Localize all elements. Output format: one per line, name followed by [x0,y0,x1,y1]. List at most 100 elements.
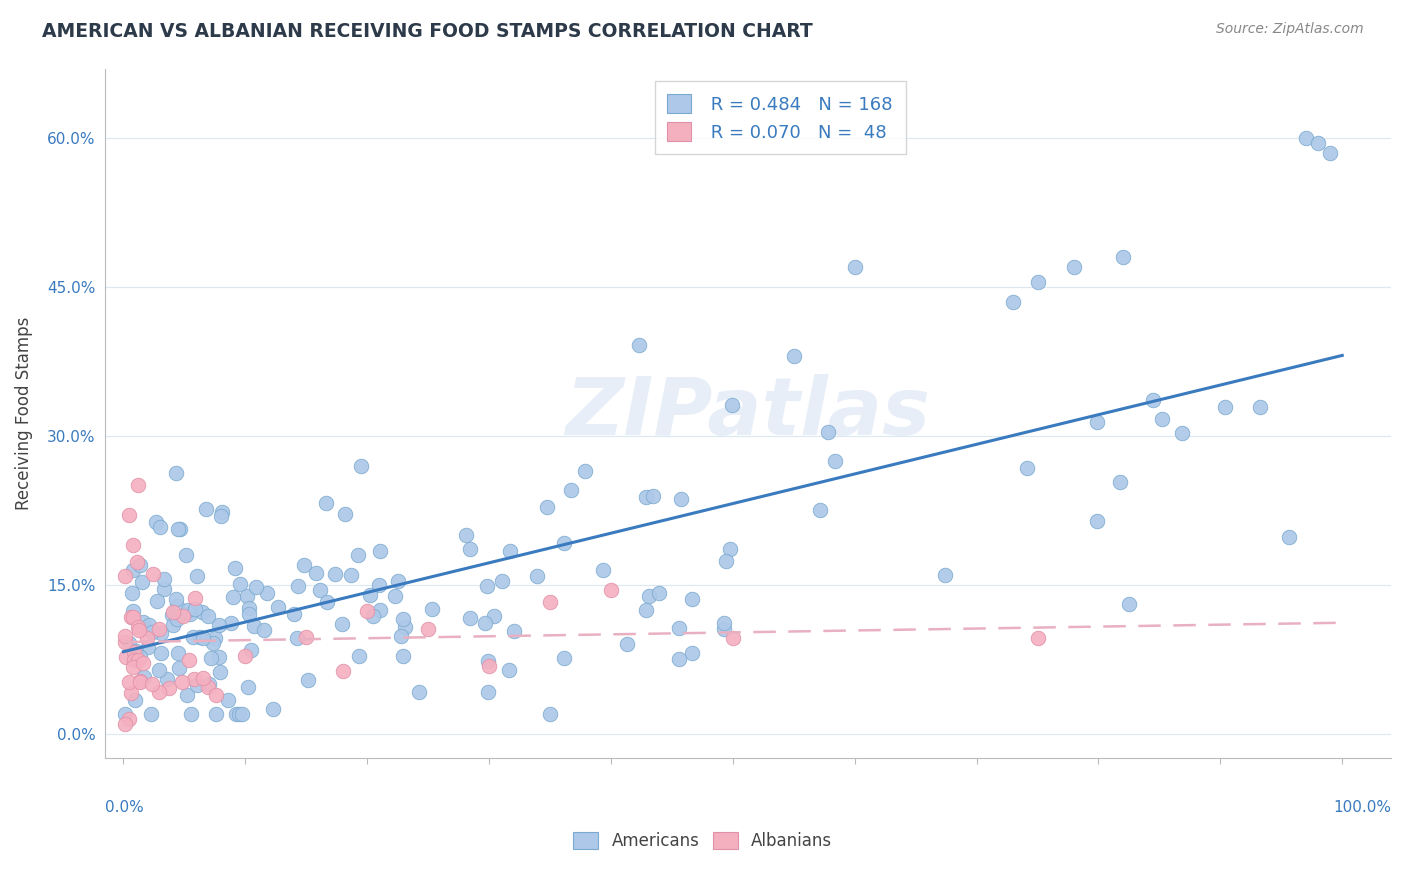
Point [1002,294,1025,309]
Point [477,685,499,699]
Point [1063,260,1085,274]
Point [124,693,146,707]
Point [1171,425,1194,440]
Point [114,629,136,643]
Point [267,600,290,615]
Legend:  R = 0.484   N = 168,  R = 0.070   N =  48: R = 0.484 N = 168, R = 0.070 N = 48 [655,81,905,154]
Point [460,611,482,625]
Point [536,500,558,515]
Point [174,549,197,563]
Point [387,574,409,588]
Point [169,523,191,537]
Point [222,590,245,604]
Point [128,675,150,690]
Point [122,538,145,552]
Text: 100.0%: 100.0% [1333,800,1391,814]
Point [233,648,256,663]
Point [166,612,188,626]
Point [118,508,141,523]
Point [184,591,207,606]
Point [482,609,505,624]
Point [231,706,253,721]
Point [844,260,866,274]
Point [491,574,513,588]
Point [292,558,315,572]
Point [391,612,413,626]
Point [145,515,167,529]
Point [370,602,392,616]
Point [416,622,439,636]
Point [146,593,169,607]
Point [122,644,145,658]
Point [131,575,153,590]
Point [636,603,658,617]
Point [295,630,318,644]
Point [153,582,176,596]
Point [217,692,239,706]
Point [202,636,225,650]
Point [114,650,136,665]
Point [190,605,212,619]
Point [333,507,356,521]
Point [1278,530,1301,544]
Point [668,651,690,665]
Point [165,591,187,606]
Point [934,568,956,582]
Point [118,675,141,690]
Point [224,561,246,575]
Point [1026,631,1049,645]
Point [384,589,406,603]
Point [458,541,481,556]
Point [149,646,172,660]
Point [228,706,250,721]
Point [125,644,148,658]
Point [114,706,136,721]
Point [616,637,638,651]
Point [420,601,443,615]
Point [127,478,149,492]
Point [188,630,211,644]
Point [560,483,582,497]
Point [1015,460,1038,475]
Point [669,492,692,507]
Point [389,629,412,643]
Point [239,643,262,657]
Point [245,581,267,595]
Point [132,656,155,670]
Point [721,398,744,412]
Point [200,651,222,665]
Point [477,579,499,593]
Point [305,566,328,580]
Point [347,648,370,663]
Point [713,616,735,631]
Point [297,673,319,688]
Point [256,586,278,600]
Point [498,663,520,677]
Point [1150,411,1173,425]
Point [153,572,176,586]
Point [315,594,337,608]
Point [553,536,575,550]
Point [184,602,207,616]
Point [198,677,221,691]
Point [197,608,219,623]
Point [228,576,250,591]
Point [167,646,190,660]
Point [392,649,415,664]
Point [287,579,309,593]
Point [538,595,561,609]
Point [148,685,170,699]
Point [238,601,260,615]
Point [368,544,391,558]
Point [361,608,384,623]
Point [165,466,187,480]
Point [350,459,373,474]
Point [114,716,136,731]
Point [121,585,143,599]
Text: ZIPatlas: ZIPatlas [565,375,931,452]
Point [162,617,184,632]
Point [394,619,416,633]
Point [172,608,194,623]
Point [1118,597,1140,611]
Point [128,558,150,573]
